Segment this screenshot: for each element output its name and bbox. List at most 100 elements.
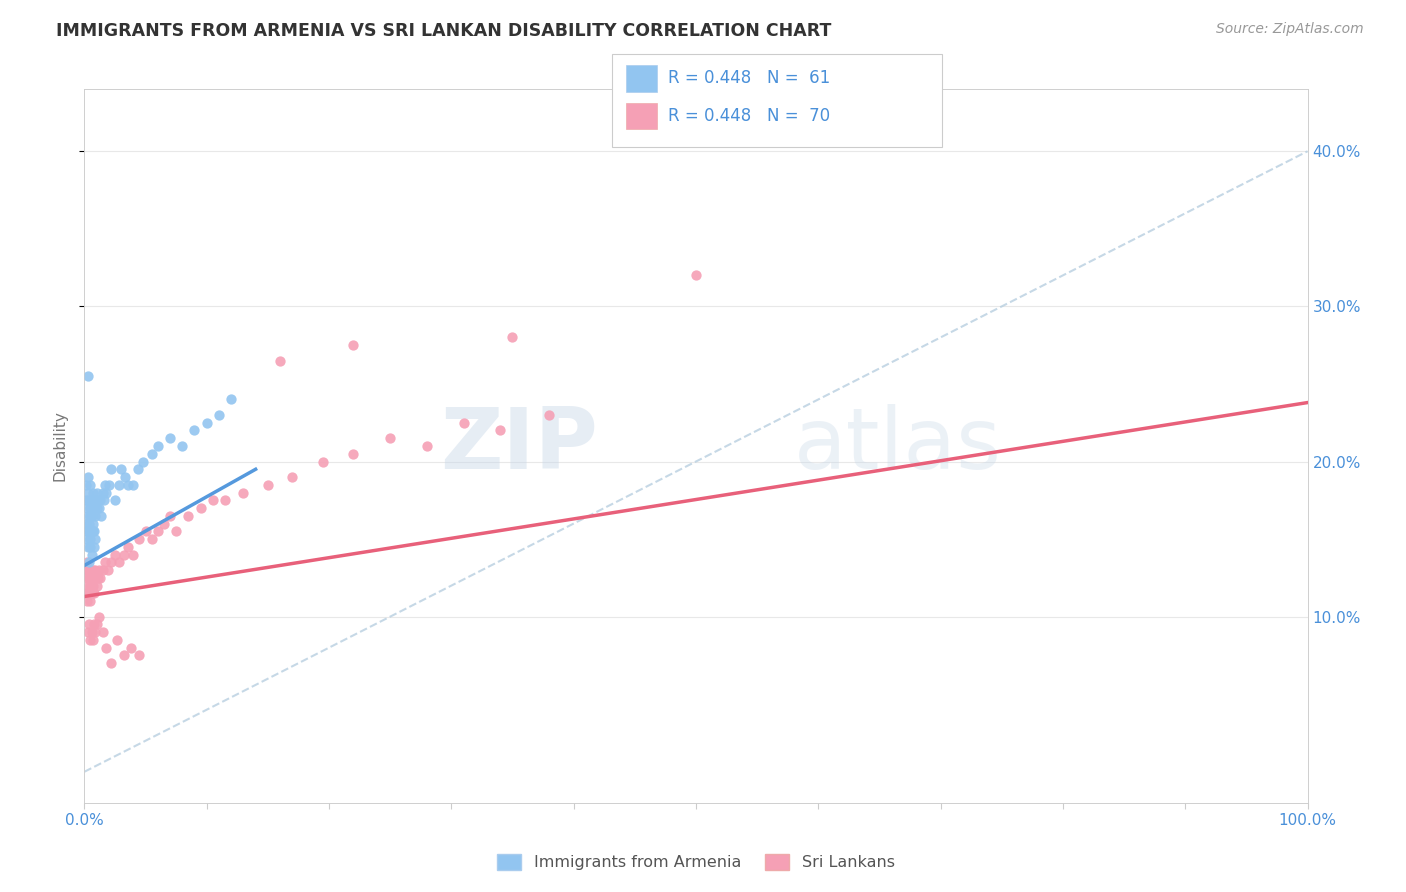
Point <box>84 563 107 577</box>
Point <box>269 353 291 368</box>
Point <box>79 632 101 647</box>
Point <box>75 563 97 577</box>
Point <box>86 617 108 632</box>
Point <box>141 447 163 461</box>
Point <box>82 579 104 593</box>
Point <box>146 439 169 453</box>
Text: R = 0.448   N =  61: R = 0.448 N = 61 <box>668 70 830 87</box>
Point <box>104 493 127 508</box>
Text: atlas: atlas <box>794 404 1002 488</box>
Point <box>84 508 107 523</box>
Point <box>117 477 139 491</box>
Point <box>107 555 129 569</box>
Point <box>77 579 100 593</box>
Point <box>87 501 110 516</box>
Point <box>76 571 98 585</box>
Point <box>453 416 475 430</box>
Point <box>83 524 105 539</box>
Point <box>127 462 149 476</box>
Point <box>76 524 98 539</box>
Point <box>80 548 103 562</box>
Point <box>281 470 304 484</box>
Point <box>685 268 707 283</box>
Point <box>122 548 145 562</box>
Point <box>79 594 101 608</box>
Point <box>83 540 105 554</box>
Point <box>79 563 101 577</box>
Point <box>94 477 117 491</box>
Point <box>128 648 150 663</box>
Point <box>83 617 105 632</box>
Point <box>80 586 103 600</box>
Point <box>114 470 136 484</box>
Point <box>79 579 101 593</box>
Point <box>87 493 110 508</box>
Point <box>86 579 108 593</box>
Point <box>84 493 107 508</box>
Point <box>177 508 200 523</box>
Point <box>120 640 142 655</box>
Point <box>80 625 103 640</box>
Point <box>96 640 118 655</box>
Point <box>77 508 100 523</box>
Point <box>79 532 101 546</box>
Point <box>86 501 108 516</box>
Point <box>380 431 402 445</box>
Point <box>77 516 100 531</box>
Point <box>312 454 335 468</box>
Point <box>76 555 98 569</box>
Point <box>77 563 100 577</box>
Point <box>91 563 114 577</box>
Point <box>79 501 101 516</box>
Point <box>110 462 132 476</box>
Point <box>77 493 100 508</box>
Point <box>76 501 98 516</box>
Point <box>82 485 104 500</box>
Point <box>75 477 97 491</box>
Point <box>77 586 100 600</box>
Point <box>77 540 100 554</box>
Point <box>502 330 524 344</box>
Point <box>83 586 105 600</box>
Point <box>146 524 169 539</box>
Point <box>83 571 105 585</box>
Point <box>80 524 103 539</box>
Point <box>342 338 364 352</box>
Point <box>77 485 100 500</box>
Point <box>87 571 110 585</box>
Point <box>87 563 110 577</box>
Point <box>128 532 150 546</box>
Point <box>159 431 181 445</box>
Point <box>90 508 112 523</box>
Point <box>416 439 439 453</box>
Point <box>183 424 205 438</box>
Point <box>159 508 181 523</box>
Point <box>214 493 236 508</box>
Y-axis label: Disability: Disability <box>52 410 67 482</box>
Point <box>91 485 114 500</box>
Point <box>165 524 187 539</box>
Point <box>79 540 101 554</box>
Point <box>100 462 122 476</box>
Point <box>195 416 218 430</box>
Point <box>132 454 155 468</box>
Text: IMMIGRANTS FROM ARMENIA VS SRI LANKAN DISABILITY CORRELATION CHART: IMMIGRANTS FROM ARMENIA VS SRI LANKAN DI… <box>56 22 831 40</box>
Point <box>122 477 145 491</box>
Point <box>141 532 163 546</box>
Point <box>84 625 107 640</box>
Point <box>76 594 98 608</box>
Point <box>76 532 98 546</box>
Point <box>96 485 118 500</box>
Point <box>100 555 122 569</box>
Point <box>97 477 120 491</box>
Point <box>87 609 110 624</box>
Point <box>190 501 212 516</box>
Point <box>219 392 242 407</box>
Point <box>153 516 176 531</box>
Point <box>79 508 101 523</box>
Point <box>107 477 129 491</box>
Point <box>112 648 135 663</box>
Point <box>538 408 561 422</box>
Point <box>89 571 111 585</box>
Text: R = 0.448   N =  70: R = 0.448 N = 70 <box>668 107 830 125</box>
